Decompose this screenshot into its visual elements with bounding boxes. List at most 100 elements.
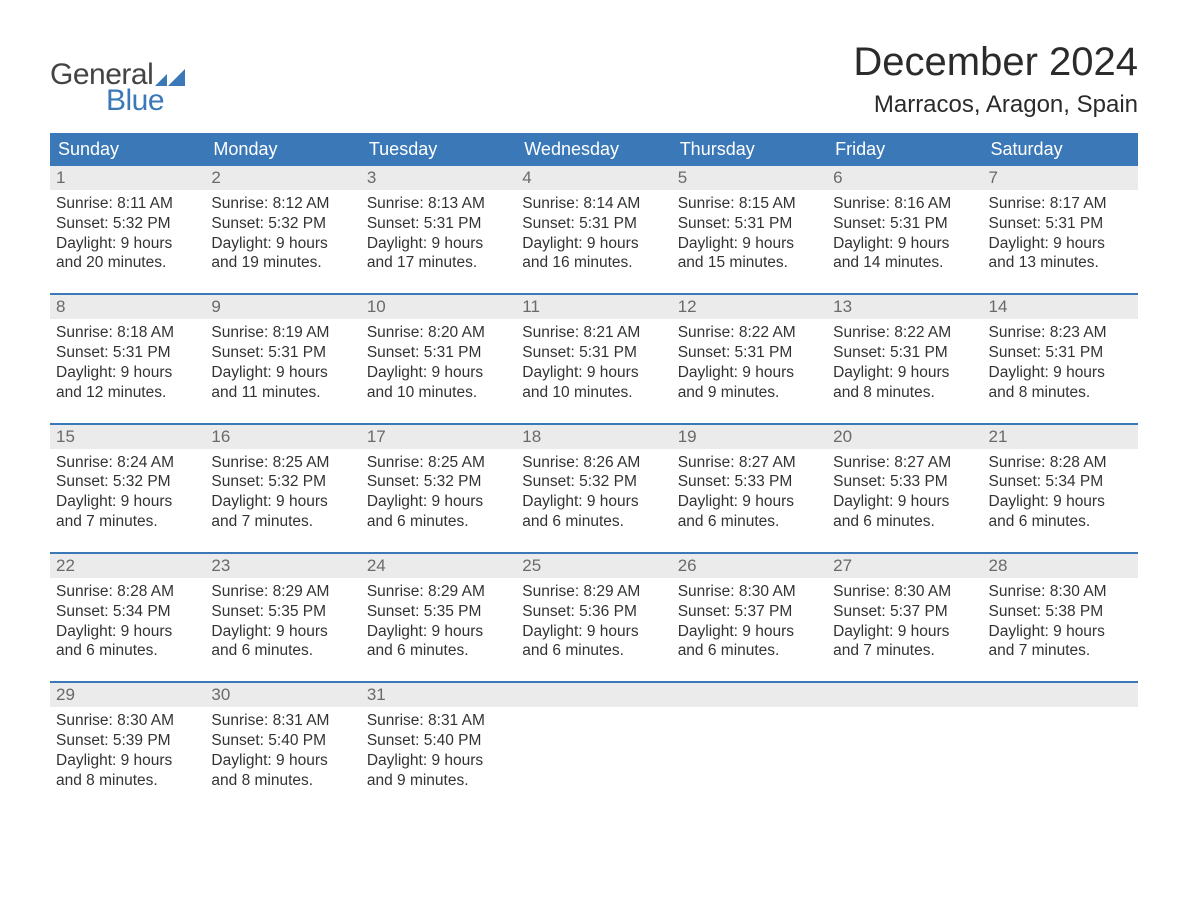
day-sunrise: Sunrise: 8:18 AM	[56, 323, 199, 343]
day-sunset: Sunset: 5:31 PM	[367, 343, 510, 363]
flag-icon	[155, 66, 185, 86]
calendar-day: 3Sunrise: 8:13 AMSunset: 5:31 PMDaylight…	[361, 166, 516, 275]
calendar-day: 30Sunrise: 8:31 AMSunset: 5:40 PMDayligh…	[205, 683, 360, 792]
day-sunset: Sunset: 5:33 PM	[833, 472, 976, 492]
day-sunrise: Sunrise: 8:15 AM	[678, 194, 821, 214]
day-dl2: and 6 minutes.	[522, 641, 665, 661]
day-details: Sunrise: 8:17 AMSunset: 5:31 PMDaylight:…	[983, 190, 1138, 275]
day-dl1: Daylight: 9 hours	[211, 622, 354, 642]
calendar-day: 14Sunrise: 8:23 AMSunset: 5:31 PMDayligh…	[983, 295, 1138, 404]
day-details: Sunrise: 8:23 AMSunset: 5:31 PMDaylight:…	[983, 319, 1138, 404]
day-number: 21	[983, 425, 1138, 449]
day-details: Sunrise: 8:29 AMSunset: 5:35 PMDaylight:…	[205, 578, 360, 663]
day-details: Sunrise: 8:13 AMSunset: 5:31 PMDaylight:…	[361, 190, 516, 275]
calendar-day: 19Sunrise: 8:27 AMSunset: 5:33 PMDayligh…	[672, 425, 827, 534]
day-details: Sunrise: 8:20 AMSunset: 5:31 PMDaylight:…	[361, 319, 516, 404]
day-sunrise: Sunrise: 8:14 AM	[522, 194, 665, 214]
day-dl1: Daylight: 9 hours	[367, 363, 510, 383]
day-dl1: Daylight: 9 hours	[522, 622, 665, 642]
day-dl1: Daylight: 9 hours	[989, 622, 1132, 642]
day-details: Sunrise: 8:25 AMSunset: 5:32 PMDaylight:…	[205, 449, 360, 534]
day-dl2: and 20 minutes.	[56, 253, 199, 273]
day-sunset: Sunset: 5:39 PM	[56, 731, 199, 751]
day-number: 10	[361, 295, 516, 319]
day-sunset: Sunset: 5:35 PM	[211, 602, 354, 622]
day-number: 11	[516, 295, 671, 319]
calendar-day: 8Sunrise: 8:18 AMSunset: 5:31 PMDaylight…	[50, 295, 205, 404]
header: General Blue December 2024 Marracos, Ara…	[50, 40, 1138, 119]
location: Marracos, Aragon, Spain	[853, 91, 1138, 119]
day-dl1: Daylight: 9 hours	[678, 363, 821, 383]
day-dl2: and 6 minutes.	[989, 512, 1132, 532]
day-sunrise: Sunrise: 8:29 AM	[211, 582, 354, 602]
day-sunrise: Sunrise: 8:24 AM	[56, 453, 199, 473]
day-sunset: Sunset: 5:31 PM	[56, 343, 199, 363]
day-number: 20	[827, 425, 982, 449]
day-dl1: Daylight: 9 hours	[989, 363, 1132, 383]
day-number: 24	[361, 554, 516, 578]
day-number: 14	[983, 295, 1138, 319]
day-sunrise: Sunrise: 8:25 AM	[211, 453, 354, 473]
day-dl1: Daylight: 9 hours	[678, 234, 821, 254]
day-sunrise: Sunrise: 8:29 AM	[367, 582, 510, 602]
day-dl2: and 7 minutes.	[833, 641, 976, 661]
day-number: 28	[983, 554, 1138, 578]
day-dl1: Daylight: 9 hours	[833, 492, 976, 512]
calendar-day: 2Sunrise: 8:12 AMSunset: 5:32 PMDaylight…	[205, 166, 360, 275]
day-sunset: Sunset: 5:32 PM	[211, 472, 354, 492]
day-sunrise: Sunrise: 8:29 AM	[522, 582, 665, 602]
day-details: Sunrise: 8:24 AMSunset: 5:32 PMDaylight:…	[50, 449, 205, 534]
day-number: 4	[516, 166, 671, 190]
calendar-day: 5Sunrise: 8:15 AMSunset: 5:31 PMDaylight…	[672, 166, 827, 275]
weekday-label: Sunday	[50, 133, 205, 166]
day-sunrise: Sunrise: 8:16 AM	[833, 194, 976, 214]
day-dl2: and 9 minutes.	[678, 383, 821, 403]
day-sunrise: Sunrise: 8:23 AM	[989, 323, 1132, 343]
day-dl2: and 10 minutes.	[367, 383, 510, 403]
day-dl2: and 16 minutes.	[522, 253, 665, 273]
day-dl1: Daylight: 9 hours	[678, 622, 821, 642]
day-sunset: Sunset: 5:38 PM	[989, 602, 1132, 622]
day-sunset: Sunset: 5:31 PM	[989, 343, 1132, 363]
day-number: 3	[361, 166, 516, 190]
day-number: 6	[827, 166, 982, 190]
day-details: Sunrise: 8:18 AMSunset: 5:31 PMDaylight:…	[50, 319, 205, 404]
day-sunset: Sunset: 5:31 PM	[367, 214, 510, 234]
day-dl1: Daylight: 9 hours	[367, 234, 510, 254]
day-dl2: and 6 minutes.	[56, 641, 199, 661]
day-dl2: and 6 minutes.	[211, 641, 354, 661]
day-sunset: Sunset: 5:37 PM	[833, 602, 976, 622]
day-number: .	[516, 683, 671, 707]
day-dl1: Daylight: 9 hours	[56, 492, 199, 512]
day-sunset: Sunset: 5:31 PM	[678, 343, 821, 363]
day-details: Sunrise: 8:31 AMSunset: 5:40 PMDaylight:…	[205, 707, 360, 792]
day-number: 15	[50, 425, 205, 449]
calendar-day: 15Sunrise: 8:24 AMSunset: 5:32 PMDayligh…	[50, 425, 205, 534]
weekday-label: Friday	[827, 133, 982, 166]
day-dl2: and 7 minutes.	[211, 512, 354, 532]
calendar-day: 29Sunrise: 8:30 AMSunset: 5:39 PMDayligh…	[50, 683, 205, 792]
weekday-header: Sunday Monday Tuesday Wednesday Thursday…	[50, 133, 1138, 166]
day-dl2: and 6 minutes.	[367, 641, 510, 661]
day-details: Sunrise: 8:27 AMSunset: 5:33 PMDaylight:…	[672, 449, 827, 534]
day-details: Sunrise: 8:30 AMSunset: 5:38 PMDaylight:…	[983, 578, 1138, 663]
day-sunset: Sunset: 5:34 PM	[56, 602, 199, 622]
day-sunrise: Sunrise: 8:31 AM	[211, 711, 354, 731]
calendar: Sunday Monday Tuesday Wednesday Thursday…	[50, 133, 1138, 793]
weekday-label: Monday	[205, 133, 360, 166]
calendar-day: 25Sunrise: 8:29 AMSunset: 5:36 PMDayligh…	[516, 554, 671, 663]
day-details: Sunrise: 8:16 AMSunset: 5:31 PMDaylight:…	[827, 190, 982, 275]
day-sunset: Sunset: 5:35 PM	[367, 602, 510, 622]
day-sunset: Sunset: 5:40 PM	[211, 731, 354, 751]
calendar-week: 22Sunrise: 8:28 AMSunset: 5:34 PMDayligh…	[50, 552, 1138, 663]
calendar-day: 18Sunrise: 8:26 AMSunset: 5:32 PMDayligh…	[516, 425, 671, 534]
day-dl1: Daylight: 9 hours	[56, 622, 199, 642]
day-number: 1	[50, 166, 205, 190]
calendar-week: 15Sunrise: 8:24 AMSunset: 5:32 PMDayligh…	[50, 423, 1138, 534]
day-number: 29	[50, 683, 205, 707]
day-number: 7	[983, 166, 1138, 190]
weekday-label: Saturday	[983, 133, 1138, 166]
day-number: 16	[205, 425, 360, 449]
day-number: 8	[50, 295, 205, 319]
day-dl1: Daylight: 9 hours	[56, 234, 199, 254]
